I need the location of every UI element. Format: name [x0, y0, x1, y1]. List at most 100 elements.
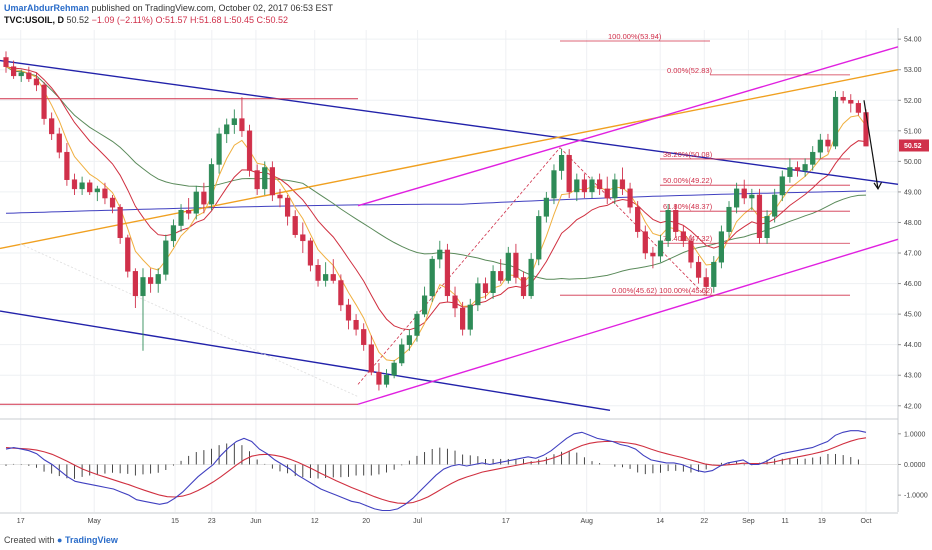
candle: [825, 133, 831, 153]
candle: [475, 277, 481, 312]
price-tick-label: 51.00: [904, 128, 922, 135]
candle-body: [399, 344, 405, 364]
candle-body: [277, 194, 283, 199]
candle: [680, 225, 686, 247]
candlesticks: [3, 51, 869, 391]
candle-body: [170, 225, 177, 242]
candle-body: [186, 210, 192, 214]
price-axis[interactable]: 54.00 53.00 52.00 51.00 50.00 49.00 48.00 47.00…: [898, 37, 929, 411]
candle-body: [794, 167, 801, 171]
candle: [718, 225, 725, 269]
candle: [125, 234, 131, 278]
candle: [140, 268, 146, 351]
candle-body: [475, 283, 481, 306]
candle-body: [284, 197, 291, 217]
price-change: −1.09 (−2.11%): [91, 15, 153, 25]
candle-body: [421, 295, 428, 315]
candle: [117, 204, 123, 244]
time-tick-label: 19: [818, 518, 826, 525]
candle: [33, 72, 40, 92]
author-name[interactable]: UmarAbdurRehman: [4, 3, 90, 13]
current-price-tag: [899, 139, 929, 152]
time-tick-label: 14: [656, 518, 664, 525]
arrow-head: [873, 182, 883, 191]
footer: Created with ● TradingView: [4, 535, 118, 545]
fib-swing-up: [357, 147, 561, 385]
candle: [284, 194, 291, 226]
candle-body: [665, 210, 671, 242]
candle-body: [855, 103, 861, 113]
fib-level-label: 38.20%(50.08): [663, 150, 713, 159]
candle-body: [269, 167, 275, 196]
price-tick-label: 53.00: [904, 67, 922, 74]
candle: [574, 173, 580, 202]
candle-body: [703, 277, 709, 287]
candle-body: [109, 197, 116, 208]
candle-body: [505, 252, 511, 281]
candle-body: [657, 240, 664, 257]
candle-body: [498, 271, 504, 281]
candle: [399, 338, 405, 367]
candle-body: [779, 176, 785, 196]
candle: [429, 256, 435, 302]
candle-body: [94, 188, 100, 193]
candle-body: [612, 179, 618, 199]
candle: [726, 201, 732, 238]
candle-body: [810, 151, 816, 165]
candle: [817, 133, 823, 159]
candle-body: [163, 240, 169, 275]
candle: [49, 112, 55, 140]
candle: [254, 164, 260, 195]
candle-body: [361, 329, 367, 345]
candle: [338, 274, 344, 312]
candle-body: [536, 216, 542, 260]
candle: [406, 329, 412, 351]
candle-body: [566, 155, 572, 193]
candle-body: [391, 362, 397, 376]
candle-body: [102, 188, 108, 199]
tradingview-brand[interactable]: TradingView: [65, 535, 118, 545]
time-tick-label: 23: [208, 518, 216, 525]
candle: [695, 256, 702, 284]
macd-oscillator: 1.0000 0.0000 -1.0000: [0, 430, 928, 512]
candle: [612, 173, 618, 205]
osc-tick-label: 1.0000: [904, 431, 926, 438]
candle-body: [772, 194, 778, 217]
fibonacci-levels: 100.00%(53.94) 0.00%(52.83) 38.20%(50.08) 5…: [560, 32, 850, 296]
candle-body: [49, 118, 55, 135]
candle-body: [64, 151, 70, 180]
candle-body: [513, 252, 519, 278]
candle-body: [262, 167, 268, 190]
candle: [787, 158, 793, 183]
symbol-label[interactable]: TVC:USOIL, D: [4, 15, 64, 25]
candle: [147, 268, 154, 293]
candle-body: [718, 231, 725, 263]
candle-body: [863, 112, 869, 147]
candle: [376, 363, 382, 391]
ohlc-values: O:51.57 H:51.68 L:50.45 C:50.52: [155, 15, 289, 25]
candle: [3, 51, 9, 73]
candle-body: [125, 237, 131, 272]
candle: [391, 359, 397, 379]
symbol-info: TVC:USOIL, D 50.52 −1.09 (−2.11%) O:51.5…: [4, 15, 288, 25]
candle-body: [338, 280, 344, 306]
candle-body: [79, 182, 85, 190]
candle-body: [18, 72, 24, 77]
candle-body: [117, 206, 123, 238]
time-axis[interactable]: 17 May 15 23 Jun 12 20 Jul 17 Aug 14 22 Sep 11 19 Oct: [17, 518, 872, 525]
candle: [262, 161, 268, 195]
candle-body: [41, 84, 47, 119]
candle: [330, 259, 336, 284]
candle: [208, 158, 215, 211]
candle-body: [848, 100, 854, 104]
candle-body: [558, 155, 565, 171]
arrow-shaft: [863, 100, 879, 189]
candle-body: [254, 170, 260, 190]
candle-body: [825, 139, 831, 147]
candle: [642, 225, 648, 260]
candle: [650, 246, 656, 269]
candle-body: [368, 344, 374, 373]
candle: [26, 66, 32, 82]
candle-body: [56, 133, 62, 153]
